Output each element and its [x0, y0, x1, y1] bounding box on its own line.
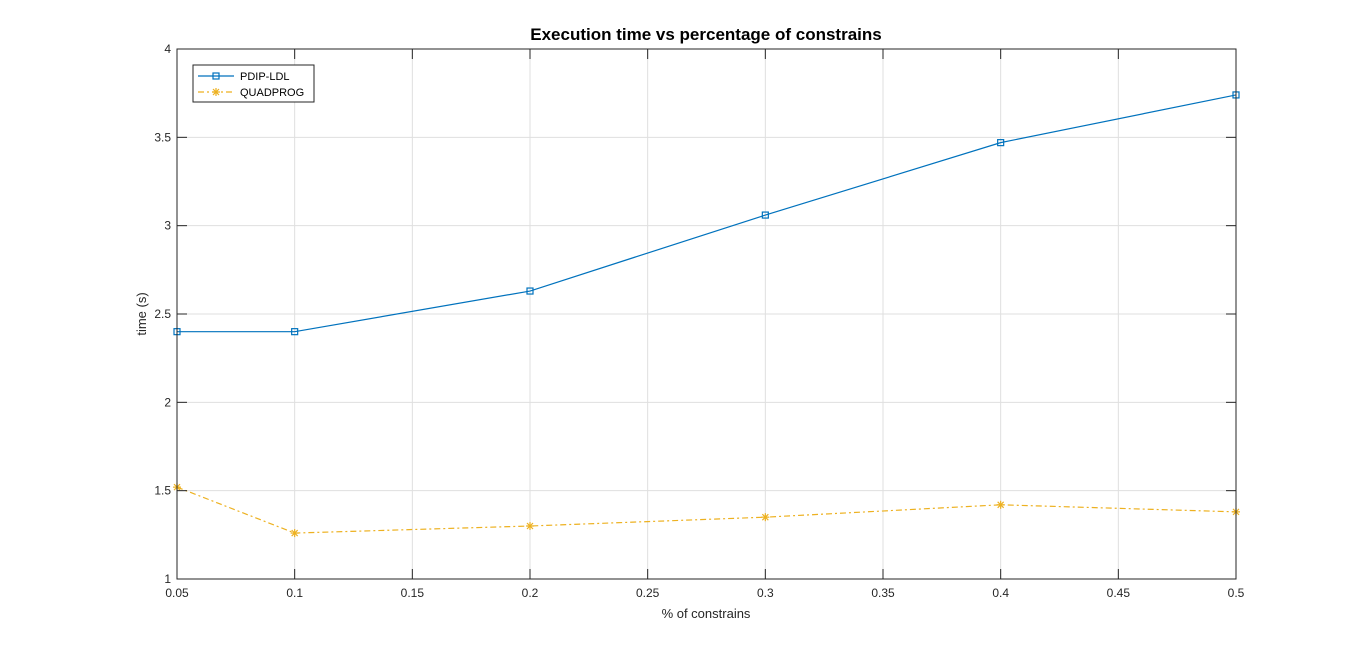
x-axis-label: % of constrains — [662, 606, 751, 621]
legend-label-pdip-ldl: PDIP-LDL — [240, 71, 290, 83]
marker-stroke — [526, 522, 534, 530]
data-point-pdip-ldl — [526, 287, 534, 295]
tick-labels: 0.05 0.1 0.15 0.2 0.25 0.3 0.35 0.4 0.45 0.5 1 1.5 2… — [154, 42, 1244, 600]
data-point-pdip-ldl — [997, 139, 1005, 147]
y-tick-label: 4 — [164, 42, 171, 56]
y-tick-label: 1.5 — [154, 484, 171, 498]
data-point-quadprog — [996, 500, 1005, 509]
data-point-quadprog — [761, 513, 770, 522]
legend: PDIP-LDL QUADPROG — [192, 64, 315, 103]
legend-box — [192, 64, 315, 103]
x-tick-label: 0.05 — [165, 586, 189, 600]
data-point-pdip-ldl — [761, 211, 769, 219]
y-axis-label: time (s) — [134, 292, 149, 335]
legend-marker-pdip-ldl — [212, 72, 220, 80]
series-pdip-ldl — [173, 91, 1240, 336]
legend-label-quadprog: QUADPROG — [240, 87, 304, 99]
x-tick-label: 0.15 — [401, 586, 425, 600]
legend-marker-quadprog — [212, 88, 220, 96]
legend-entries: PDIP-LDL QUADPROG — [198, 71, 304, 99]
marker-stroke — [212, 88, 220, 96]
y-tick-label: 3.5 — [154, 130, 171, 144]
x-tick-label: 0.2 — [522, 586, 539, 600]
marker-stroke — [997, 501, 1005, 509]
chart-title: Execution time vs percentage of constrai… — [530, 25, 881, 44]
y-tick-label: 2 — [164, 395, 171, 409]
x-tick-label: 0.35 — [871, 586, 895, 600]
y-tick-label: 3 — [164, 219, 171, 233]
series-line-quadprog — [176, 486, 1237, 534]
x-tick-label: 0.1 — [286, 586, 303, 600]
x-tick-label: 0.25 — [636, 586, 660, 600]
series-line-pdip-ldl — [177, 94, 1237, 333]
data-point-quadprog — [526, 522, 534, 530]
x-tick-label: 0.45 — [1107, 586, 1131, 600]
axis-ticks — [176, 48, 1237, 580]
x-tick-label: 0.4 — [992, 586, 1009, 600]
y-tick-label: 1 — [164, 572, 171, 586]
series-layer — [173, 91, 1240, 538]
data-point-quadprog — [290, 529, 299, 538]
legend-entry-pdip-ldl: PDIP-LDL — [198, 71, 290, 83]
x-tick-label: 0.3 — [757, 586, 774, 600]
y-tick-label: 2.5 — [154, 307, 171, 321]
data-point-pdip-ldl — [291, 328, 299, 336]
marker-stroke — [291, 529, 299, 537]
marker-stroke — [761, 513, 769, 521]
x-tick-label: 0.5 — [1228, 586, 1245, 600]
legend-entry-quadprog: QUADPROG — [198, 87, 304, 99]
